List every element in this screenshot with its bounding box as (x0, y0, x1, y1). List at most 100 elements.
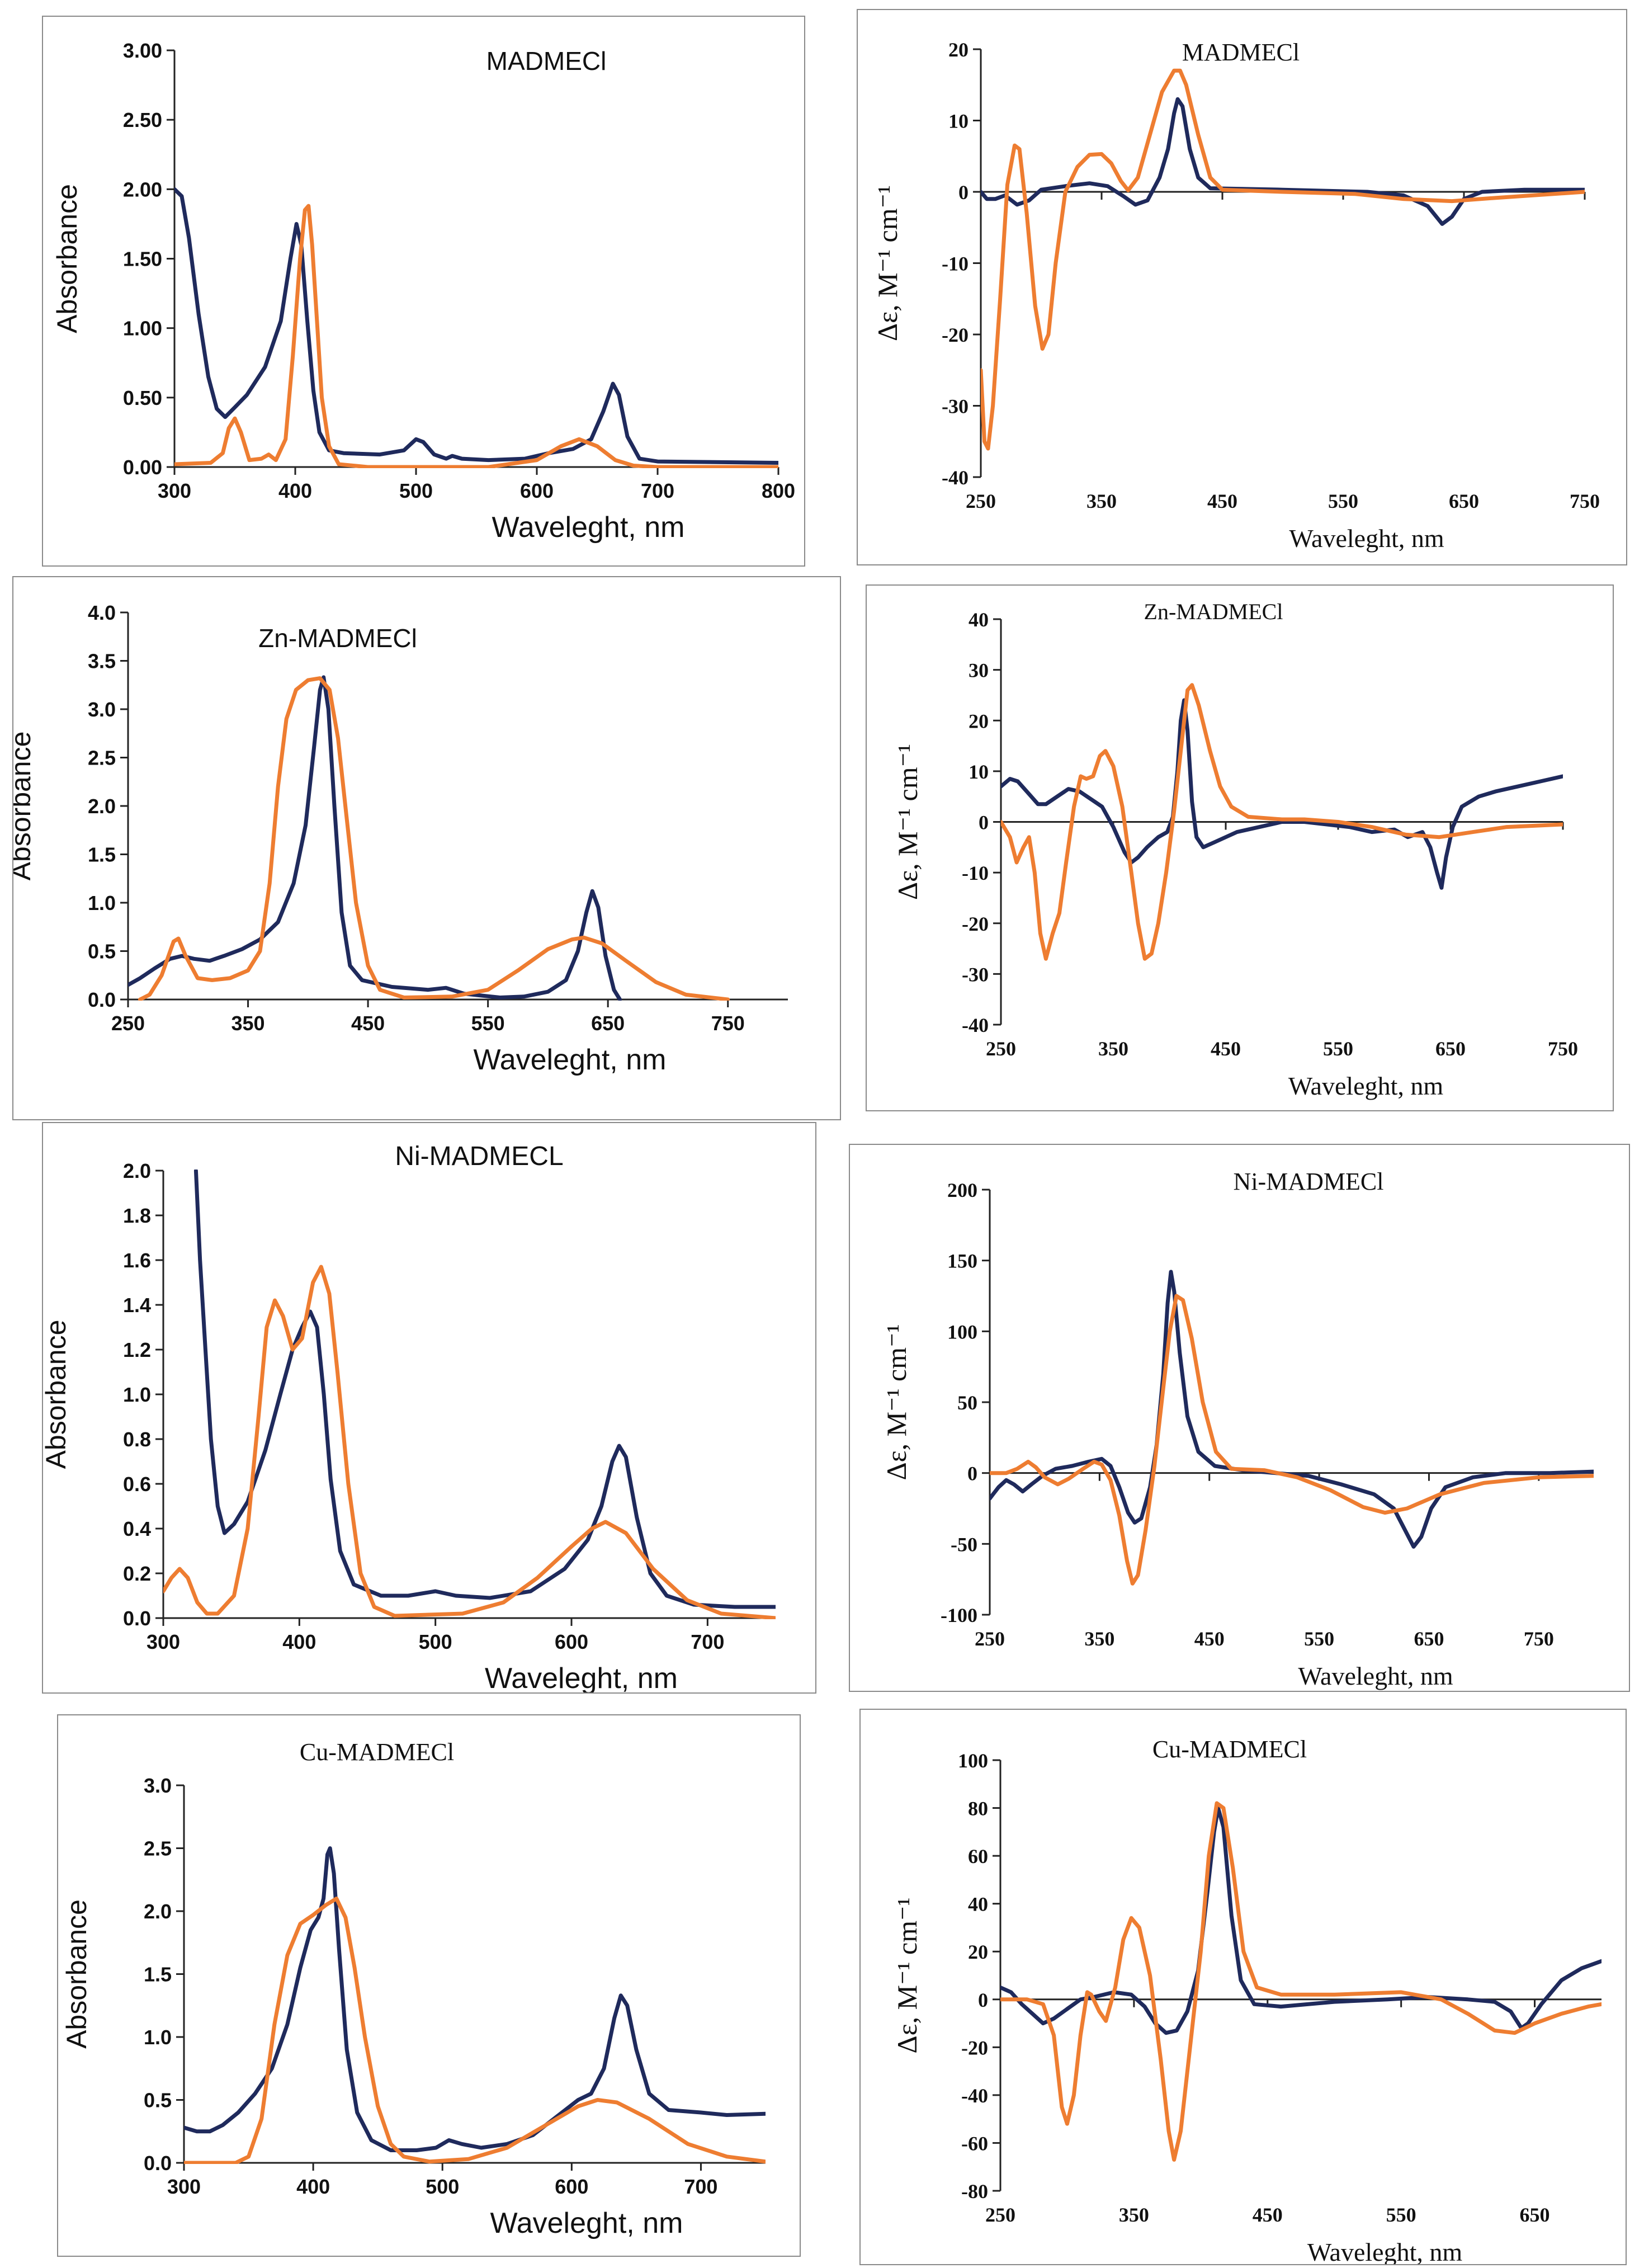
y-tick-label: -30 (942, 395, 969, 418)
x-tick-label: 300 (158, 479, 191, 502)
y-tick-label: -80 (961, 2180, 988, 2203)
x-axis-label: Waveleght, nm (490, 2207, 683, 2239)
y-tick-label: 1.2 (123, 1338, 151, 1361)
y-tick-label: 150 (947, 1250, 977, 1272)
panel-cu-madmecl-cd: -80 -60 -40 -20 0 20 40 60 80 100 250 350 450 550 650 C… (859, 1709, 1627, 2265)
y-tick-label: -20 (942, 324, 969, 346)
y-tick-label: 0 (958, 181, 969, 204)
chart-ni-madmecl-absorbance: 0.0 0.2 0.4 0.6 0.8 1.0 1.2 1.4 1.6 1.8 2.0 300 400 5… (43, 1142, 776, 1692)
x-tick-label: 300 (147, 1630, 180, 1653)
y-tick-label: 2.0 (123, 1159, 151, 1182)
y-tick-label: 0.8 (123, 1428, 151, 1451)
x-axis-label: Waveleght, nm (492, 511, 685, 544)
x-tick-label: 750 (1548, 1038, 1578, 1060)
y-tick-label: -30 (962, 963, 989, 986)
y-tick-label: 1.00 (123, 317, 162, 340)
x-tick-label: 550 (1386, 2204, 1416, 2226)
x-tick-label: 700 (641, 479, 674, 502)
x-tick-label: 550 (1328, 490, 1358, 512)
panel-zn-madmecl-absorbance: 0.0 0.5 1.0 1.5 2.0 2.5 3.0 3.5 4.0 250 350 450 550 6… (12, 576, 841, 1120)
y-tick-label: -40 (962, 1014, 989, 1036)
y-tick-label: 50 (957, 1392, 977, 1414)
x-axis-label: Waveleght, nm (485, 1662, 678, 1692)
y-tick-label: 0.0 (144, 2152, 172, 2175)
y-tick-label: 0.6 (123, 1473, 151, 1496)
x-tick-label: 700 (691, 1630, 724, 1653)
series-experimental-line (981, 97, 1585, 226)
y-tick-label: 2.5 (144, 1837, 172, 1860)
y-tick-label: 100 (947, 1321, 977, 1343)
y-tick-label: 2.00 (123, 178, 162, 201)
y-tick-label: -50 (951, 1533, 977, 1555)
y-tick-label: 2.0 (144, 1900, 172, 1923)
y-tick-label: 40 (969, 609, 989, 631)
x-tick-label: 750 (711, 1012, 745, 1035)
x-tick-label: 400 (278, 479, 312, 502)
y-axis-label: Δε, M⁻¹ cm⁻¹ (881, 1324, 912, 1480)
x-tick-label: 650 (1414, 1628, 1444, 1650)
y-tick-label: 4.0 (88, 601, 116, 624)
series-calculated-line (1000, 1801, 1602, 2162)
y-tick-label: -40 (942, 466, 969, 489)
chart-title: Cu-MADMECl (300, 1738, 454, 1766)
series-experimental-line (1001, 698, 1563, 890)
y-tick-label: 80 (968, 1798, 988, 1820)
x-tick-label: 450 (351, 1012, 385, 1035)
chart-cu-madmecl-absorbance: 0.0 0.5 1.0 1.5 2.0 2.5 3.0 300 400 500 600 700 Cu-M… (61, 1738, 766, 2239)
x-tick-label: 650 (591, 1012, 625, 1035)
panel-madmecl-cd: -40 -30 -20 -10 0 10 20 250 350 450 550 650 750 MADME… (857, 9, 1627, 565)
series-experimental-line (128, 675, 622, 1001)
chart-title: Cu-MADMECl (1152, 1736, 1307, 1763)
y-tick-label: 1.5 (144, 1963, 172, 1986)
y-tick-label: 0.0 (88, 988, 116, 1011)
panel-zn-madmecl-cd: -40 -30 -20 -10 0 10 20 30 40 250 350 450 550 650 750 Z… (866, 584, 1614, 1111)
x-tick-label: 450 (1211, 1038, 1241, 1060)
x-tick-label: 450 (1207, 490, 1237, 512)
y-tick-label: 0.00 (123, 456, 162, 479)
x-tick-label: 800 (762, 479, 795, 502)
panel-cu-madmecl-absorbance: 0.0 0.5 1.0 1.5 2.0 2.5 3.0 300 400 500 600 700 Cu-M… (57, 1714, 801, 2257)
y-tick-label: 0.5 (88, 940, 116, 963)
y-tick-label: -10 (942, 253, 969, 275)
x-axis-label: Waveleght, nm (1307, 2238, 1463, 2264)
x-tick-label: 450 (1194, 1628, 1225, 1650)
x-tick-label: 550 (1323, 1038, 1353, 1060)
y-tick-label: -20 (962, 913, 989, 935)
x-tick-label: 250 (975, 1628, 1005, 1650)
x-tick-label: 550 (1304, 1628, 1334, 1650)
chart-title: MADMECl (1182, 39, 1300, 66)
y-tick-label: 3.0 (144, 1774, 172, 1797)
y-tick-label: -100 (941, 1604, 977, 1626)
y-tick-label: 20 (968, 1941, 988, 1963)
series-calculated-line (138, 676, 730, 1001)
x-tick-label: 500 (419, 1630, 452, 1653)
y-tick-label: 30 (969, 659, 989, 682)
y-tick-label: 60 (968, 1845, 988, 1868)
x-axis-label: Waveleght, nm (1298, 1662, 1453, 1690)
y-tick-label: 40 (968, 1893, 988, 1916)
x-tick-label: 600 (555, 1630, 588, 1653)
y-tick-label: 1.0 (88, 892, 116, 914)
series-calculated-line (174, 204, 778, 468)
x-tick-label: 650 (1520, 2204, 1550, 2226)
y-tick-label: -60 (961, 2132, 988, 2154)
chart-zn-madmecl-cd: -40 -30 -20 -10 0 10 20 30 40 250 350 450 550 650 750 Z… (892, 599, 1578, 1100)
y-axis-label: Absorbance (61, 1899, 92, 2049)
chart-title: Zn-MADMECl (1144, 599, 1283, 624)
series-calculated-line (1001, 683, 1563, 961)
x-tick-label: 250 (111, 1012, 145, 1035)
panel-ni-madmecl-absorbance: 0.0 0.2 0.4 0.6 0.8 1.0 1.2 1.4 1.6 1.8 2.0 300 400 5… (42, 1122, 816, 1694)
chart-zn-madmecl-absorbance: 0.0 0.5 1.0 1.5 2.0 2.5 3.0 3.5 4.0 250 350 450 550 6… (13, 601, 788, 1076)
y-tick-label: 2.50 (123, 109, 162, 131)
y-tick-label: 1.5 (88, 843, 116, 866)
x-tick-label: 450 (1253, 2204, 1283, 2226)
y-tick-label: 1.50 (123, 248, 162, 271)
x-tick-label: 350 (1119, 2204, 1149, 2226)
y-axis-label: Absorbance (51, 184, 83, 333)
y-tick-label: 10 (948, 110, 969, 133)
y-tick-label: 3.0 (88, 698, 116, 721)
x-tick-label: 600 (555, 2175, 588, 2198)
y-tick-label: 0.5 (144, 2089, 172, 2112)
y-axis-label: Absorbance (13, 732, 36, 881)
y-tick-label: 20 (948, 39, 969, 61)
